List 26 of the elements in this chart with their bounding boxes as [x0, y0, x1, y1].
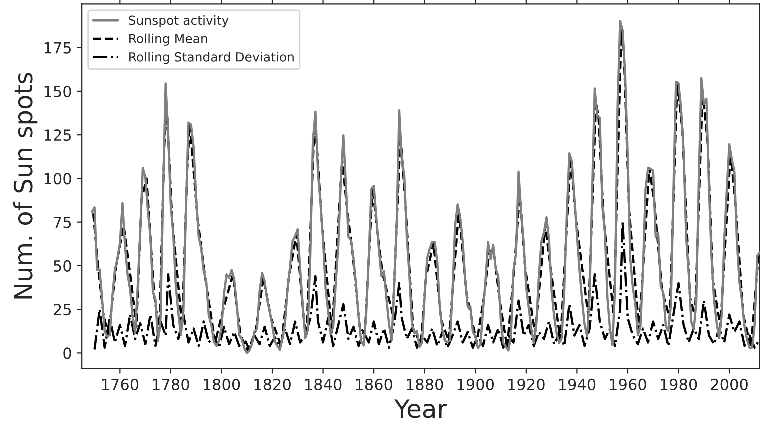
x-axis-title: Year: [394, 400, 448, 418]
legend-label: Sunspot activity: [129, 15, 229, 28]
y-tick-label: 175: [44, 42, 72, 54]
x-tick-label: 1840: [306, 378, 342, 390]
x-tick-label: 1880: [407, 378, 444, 390]
y-axis-title: Num. of Sun spots: [13, 73, 38, 299]
x-tick-label: 2000: [711, 378, 748, 390]
y-tick-label: 100: [44, 173, 72, 185]
x-tick-label: 1800: [204, 378, 240, 390]
legend-label: Rolling Mean: [130, 34, 208, 46]
y-tick-label: 150: [44, 86, 72, 98]
legend-label: Rolling Standard Deviation: [130, 52, 294, 64]
x-tick-label: 1900: [458, 378, 494, 390]
x-tick-label: 1820: [254, 378, 291, 390]
x-tick-label: 1940: [559, 378, 596, 390]
x-tick-label: 1960: [610, 378, 646, 390]
x-tick-label: 1980: [660, 378, 698, 390]
y-tick-label: 50: [54, 260, 72, 272]
y-tick-label: 25: [54, 304, 72, 316]
x-tick-label: 1920: [508, 378, 545, 390]
y-tick-label: 75: [54, 216, 72, 228]
x-tick-label: 1760: [102, 378, 139, 390]
y-tick-label: 0: [64, 348, 72, 360]
x-tick-label: 1860: [356, 378, 392, 390]
y-tick-label: 125: [44, 130, 72, 142]
x-tick-label: 1780: [153, 378, 190, 390]
